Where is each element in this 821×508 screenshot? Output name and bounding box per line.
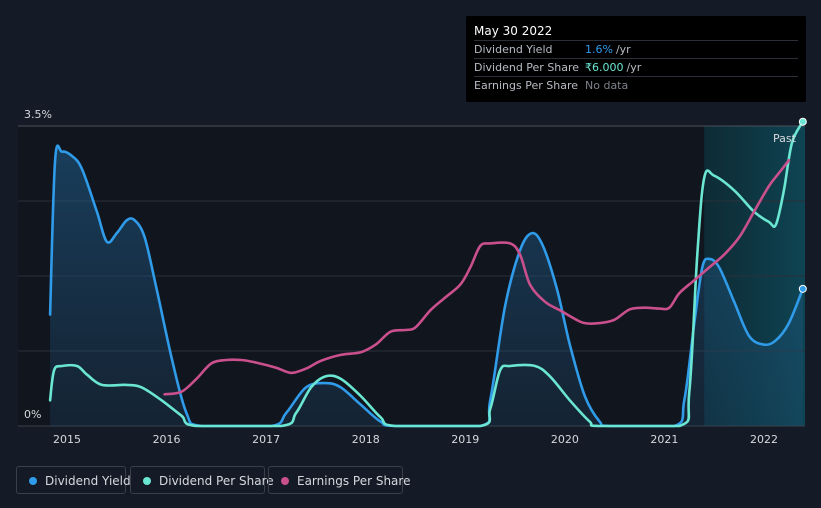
- x-tick-label: 2015: [53, 433, 81, 446]
- y-tick-label: 0%: [24, 408, 41, 421]
- legend-earnings-per-share[interactable]: Earnings Per Share: [268, 466, 410, 494]
- y-axis-ticks: 0% 3.5%: [24, 108, 52, 421]
- tooltip-row-dividend-yield: Dividend Yield 1.6%/yr: [474, 40, 798, 58]
- tooltip-label: Dividend Yield: [474, 43, 553, 56]
- dividend-per-share-end-point: [798, 117, 807, 126]
- legend-dot-icon: [29, 477, 37, 485]
- x-tick-label: 2021: [650, 433, 678, 446]
- tooltip-value-text: 1.6%: [585, 43, 613, 56]
- tooltip-label: Earnings Per Share: [474, 79, 579, 92]
- legend-label: Earnings Per Share: [297, 474, 411, 488]
- tooltip-value: 1.6%/yr: [585, 41, 631, 58]
- x-tick-label: 2017: [252, 433, 280, 446]
- dividend-yield-area: [50, 145, 803, 426]
- tooltip-unit: /yr: [615, 43, 631, 56]
- tooltip-value: No data: [585, 77, 631, 94]
- tooltip-unit: /yr: [626, 61, 642, 74]
- x-tick-label: 2019: [451, 433, 479, 446]
- legend-dot-icon: [281, 477, 289, 485]
- dividend-per-share-line: [48, 120, 805, 428]
- earnings-per-share-line: [163, 159, 791, 396]
- tooltip-date: May 30 2022: [474, 24, 553, 38]
- legend-dot-icon: [143, 477, 151, 485]
- tooltip-label: Dividend Per Share: [474, 61, 580, 74]
- x-tick-label: 2016: [153, 433, 181, 446]
- legend-label: Dividend Per Share: [159, 474, 274, 488]
- tooltip: May 30 2022 Dividend Yield 1.6%/yr Divid…: [466, 16, 806, 102]
- x-axis-ticks: 2015 2016 2017 2018 2019 2020 2021 2022: [53, 433, 778, 446]
- series-layer: [48, 117, 807, 428]
- y-tick-label: 3.5%: [24, 108, 52, 121]
- tooltip-value: ₹6.000/yr: [585, 59, 641, 76]
- dividend-yield-end-point: [798, 284, 807, 293]
- legend-dividend-yield[interactable]: Dividend Yield: [16, 466, 131, 494]
- legend-label: Dividend Yield: [45, 474, 131, 488]
- x-tick-label: 2018: [352, 433, 380, 446]
- past-label: Past: [773, 132, 797, 145]
- tooltip-row-dividend-per-share: Dividend Per Share ₹6.000/yr: [474, 58, 798, 76]
- tooltip-value-text: No data: [585, 79, 629, 92]
- x-tick-label: 2022: [750, 433, 778, 446]
- tooltip-row-earnings-per-share: Earnings Per Share No data: [474, 76, 798, 94]
- x-tick-label: 2020: [551, 433, 579, 446]
- legend-dividend-per-share[interactable]: Dividend Per Share: [130, 466, 274, 494]
- tooltip-value-text: ₹6.000: [585, 61, 624, 74]
